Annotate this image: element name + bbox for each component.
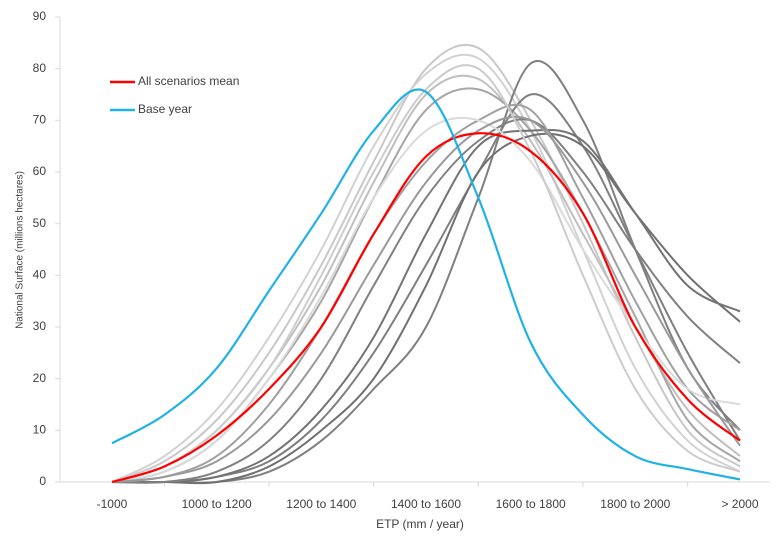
y-tick-label: 80 [33, 61, 47, 75]
x-tick-label: -1000 [97, 497, 128, 511]
scenario-line [111, 128, 741, 484]
legend-label: Base year [138, 102, 192, 116]
scenario-line [111, 118, 741, 484]
y-tick-label: 50 [33, 216, 47, 230]
x-tick-label: > 2000 [721, 497, 758, 511]
scenario-line [111, 116, 741, 483]
x-tick-label: 1800 to 2000 [600, 497, 670, 511]
x-tick-label: 1600 to 1800 [496, 497, 566, 511]
y-tick-label: 10 [33, 423, 47, 437]
x-tick-label: 1400 to 1600 [391, 497, 461, 511]
scenario-line [111, 64, 741, 483]
series-line [111, 88, 741, 481]
scenario-line [111, 43, 741, 483]
x-axis-label: ETP (mm / year) [376, 517, 464, 531]
x-tick-label: 1200 to 1400 [286, 497, 356, 511]
scenario-line [111, 93, 741, 484]
scenario-line [111, 53, 741, 483]
scenario-line [111, 115, 741, 483]
y-tick-label: 90 [33, 9, 47, 23]
x-tick-label: 1000 to 1200 [182, 497, 252, 511]
series-line [111, 132, 741, 484]
y-tick-label: 40 [33, 268, 47, 282]
scenario-line [111, 103, 741, 483]
y-tick-label: 30 [33, 319, 47, 333]
y-tick-label: 20 [33, 371, 47, 385]
legend-label: All scenarios mean [138, 74, 239, 88]
y-tick-label: 70 [33, 113, 47, 127]
y-tick-label: 60 [33, 164, 47, 178]
y-tick-label: 0 [39, 474, 46, 488]
y-axis-label: National Surface (millions hectares) [15, 171, 26, 329]
